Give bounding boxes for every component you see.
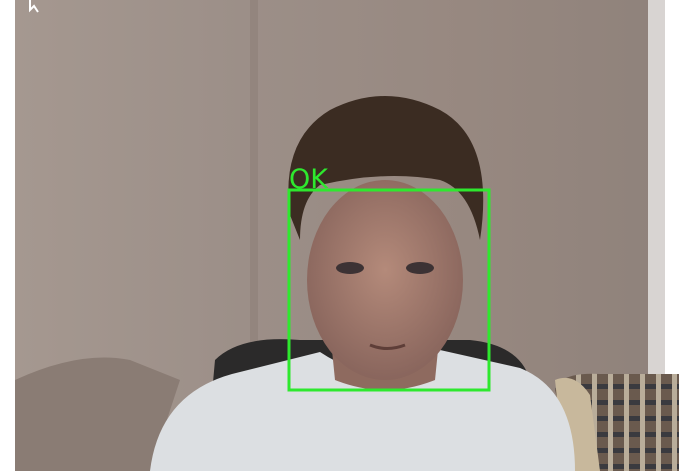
- face: [307, 180, 463, 380]
- wall-corner: [250, 0, 258, 350]
- webcam-frame: OK: [0, 0, 679, 471]
- page: {"detection": {"label": "OK"}} OK (() =>…: [0, 0, 679, 471]
- left-eye: [336, 262, 364, 274]
- door-frame: [648, 0, 665, 380]
- detection-label: OK: [289, 164, 329, 195]
- right-eye: [406, 262, 434, 274]
